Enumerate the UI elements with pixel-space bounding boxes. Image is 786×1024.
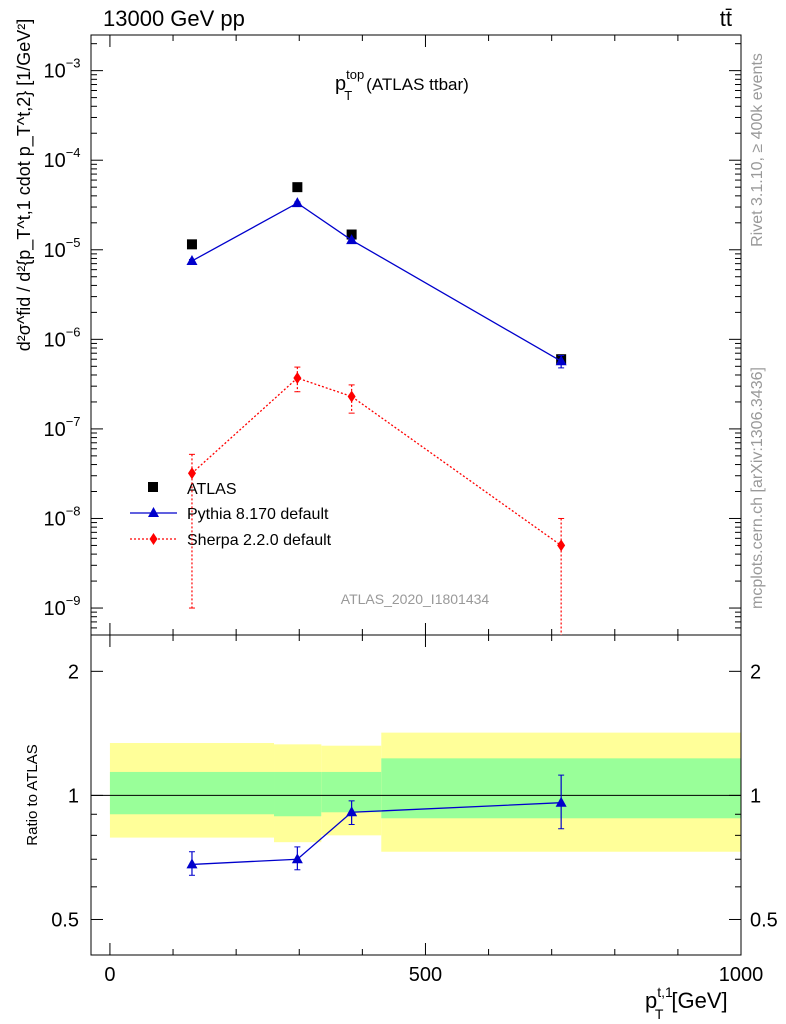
main-y-tick-exponent-6: −9: [66, 593, 81, 608]
ratio-y-tick-label-right-1: 1: [750, 785, 761, 807]
plot-title-sup: top: [346, 67, 364, 82]
ratio-y-axis-label: Ratio to ATLAS: [24, 744, 41, 845]
legend-pythia-label: Pythia 8.170 default: [187, 506, 329, 523]
legend-atlas-marker: [148, 482, 158, 492]
pythia-point: [291, 197, 303, 208]
pythia-ratio-point: [555, 796, 567, 807]
ratio-y-tick-label-right-0: 2: [750, 661, 761, 683]
x-tick-label-1: 500: [409, 964, 442, 986]
main-y-tick-label-6: 10−9: [43, 593, 80, 620]
pythia-ratio-line: [191, 802, 562, 866]
main-y-tick-label-4: 10−7: [43, 414, 80, 441]
plot-title-rest: (ATLAS ttbar): [366, 75, 469, 94]
legend-pythia-marker: [148, 507, 159, 517]
atlas-data-point: [292, 182, 303, 193]
main-y-tick-exponent-5: −8: [66, 503, 81, 518]
pythia-ratio-point: [346, 806, 358, 817]
rivet-version-label: Rivet 3.1.10, ≥ 400k events: [749, 53, 766, 247]
main-y-tick-exponent-2: −5: [66, 235, 81, 250]
main-y-tick-exponent-0: −3: [66, 56, 81, 71]
green-band-1: [274, 771, 322, 817]
energy-label: 13000 GeV pp: [103, 6, 245, 31]
pythia-point: [555, 355, 567, 366]
x-axis-label-sup: t,1: [657, 984, 673, 1000]
main-y-axis-label: d²σ^fid / d²{p_T^t,1 cdot p_T^t,2} [1/Ge…: [14, 19, 35, 352]
mcplots-label: mcplots.cern.ch [arXiv:1306.3436]: [749, 367, 766, 609]
green-band-0: [109, 771, 275, 815]
pythia-ratio-point: [291, 853, 303, 864]
main-y-tick-label-3: 10−6: [43, 324, 80, 351]
main-y-tick-label-2: 10−5: [43, 235, 80, 262]
analysis-watermark: ATLAS_2020_I1801434: [341, 591, 490, 607]
axes: 0 500 1000 10−3 10−4 10−5 10−6 10−7 10−8 10−9 2 2 1 1…: [43, 34, 778, 986]
plot-title: ptop T (ATLAS ttbar): [335, 67, 469, 103]
main-y-tick-exponent-3: −6: [66, 324, 81, 339]
ratio-uncertainty-bands: [91, 732, 741, 852]
legend-atlas-label: ATLAS: [187, 481, 237, 498]
x-tick-label-2: 1000: [719, 964, 764, 986]
ratio-y-tick-label-1: 1: [68, 785, 79, 807]
main-y-tick-exponent-1: −4: [66, 145, 81, 160]
main-y-tick-label-1: 10−4: [43, 145, 80, 172]
main-y-tick-exponent-4: −7: [66, 414, 81, 429]
ratio-y-tick-label-right-2: 0.5: [750, 909, 778, 931]
pythia-point: [186, 254, 198, 265]
sherpa-point: [187, 467, 196, 480]
legend-sherpa-marker: [149, 533, 158, 545]
pythia-line: [191, 202, 562, 362]
main-y-tick-label-5: 10−8: [43, 503, 80, 530]
main-y-tick-label-0: 10−3: [43, 56, 80, 83]
ratio-y-tick-label-0: 2: [68, 661, 79, 683]
pythia-point: [346, 234, 358, 245]
data-marks: [186, 182, 567, 876]
sherpa-point: [293, 372, 302, 385]
sherpa-point: [557, 539, 566, 552]
x-axis-label: pt,1 T [GeV]: [645, 984, 728, 1022]
pythia-ratio-point: [186, 858, 198, 869]
sherpa-point: [347, 390, 356, 403]
x-axis-label-main: p: [645, 988, 657, 1013]
x-tick-label-0: 0: [104, 964, 115, 986]
process-label: tt̄: [720, 6, 732, 31]
atlas-data-point: [186, 239, 197, 250]
x-axis-label-unit: [GeV]: [671, 988, 727, 1013]
plot-title-sub: T: [344, 88, 352, 103]
ratio-y-tick-label-2: 0.5: [51, 909, 79, 931]
plot-title-main: p: [335, 73, 346, 95]
x-axis-label-sub: T: [655, 1006, 664, 1022]
legend-sherpa-label: Sherpa 2.2.0 default: [187, 532, 332, 549]
legend: ATLAS Pythia 8.170 default Sherpa 2.2.0 …: [130, 481, 332, 549]
